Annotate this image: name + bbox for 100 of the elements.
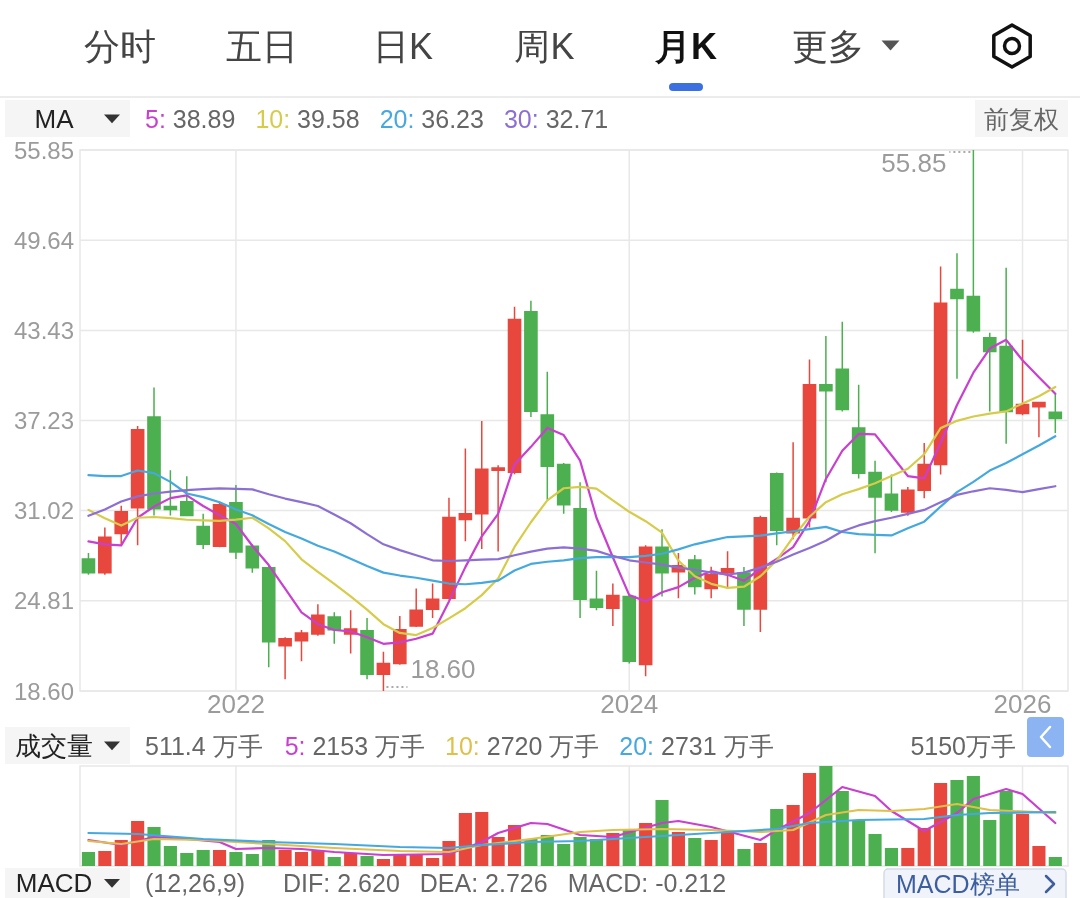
candlestick bbox=[147, 386, 161, 517]
text: MACD bbox=[15, 868, 93, 898]
x-tick-label: 2026 bbox=[993, 689, 1052, 719]
text: 5150万手 bbox=[910, 731, 1016, 760]
text: 20: 36.23 bbox=[379, 104, 484, 133]
candlestick bbox=[245, 543, 260, 574]
candlestick bbox=[294, 629, 309, 663]
bar bbox=[458, 813, 472, 866]
candlestick bbox=[606, 582, 620, 627]
text: 511.4 万手 bbox=[145, 731, 263, 760]
text: DIF: 2.620 bbox=[283, 869, 400, 897]
legend-title: 成交量 bbox=[15, 730, 93, 761]
y-tick-label: 55.85 bbox=[13, 136, 74, 164]
bar bbox=[278, 850, 292, 866]
candlestick bbox=[966, 149, 981, 334]
candlestick bbox=[835, 320, 850, 413]
annotation: 55.85 bbox=[881, 148, 947, 178]
bar bbox=[770, 809, 784, 866]
bar bbox=[704, 840, 718, 866]
candlestick bbox=[901, 486, 915, 517]
candlestick bbox=[409, 587, 424, 628]
candlestick bbox=[163, 469, 178, 517]
bar bbox=[934, 783, 948, 866]
candlestick bbox=[507, 305, 522, 475]
bar bbox=[966, 776, 980, 866]
line-series bbox=[87, 385, 1057, 637]
candlestick bbox=[868, 459, 882, 554]
bar bbox=[393, 855, 407, 866]
candlestick bbox=[360, 617, 374, 680]
text: 20: 2731 万手 bbox=[619, 731, 774, 760]
bar bbox=[819, 766, 833, 866]
candlestick bbox=[622, 594, 637, 665]
bar bbox=[196, 850, 210, 866]
bar bbox=[671, 832, 685, 866]
bar bbox=[688, 838, 702, 866]
bar bbox=[721, 833, 735, 866]
text: 5: 38.89 bbox=[145, 104, 236, 133]
bar bbox=[344, 853, 358, 866]
candlestick bbox=[130, 425, 145, 546]
candlestick bbox=[1015, 339, 1030, 417]
text: MACD榜单 bbox=[896, 870, 1020, 898]
bar bbox=[180, 853, 194, 866]
bar bbox=[884, 848, 898, 866]
y-tick-label: 49.64 bbox=[13, 226, 74, 254]
bar bbox=[901, 848, 915, 866]
candlestick bbox=[196, 512, 210, 550]
bar bbox=[917, 828, 931, 866]
candlestick bbox=[179, 475, 194, 517]
bar bbox=[802, 773, 817, 866]
bar bbox=[557, 844, 571, 866]
y-tick-label: 37.23 bbox=[13, 406, 74, 434]
text: DEA: 2.726 bbox=[419, 869, 548, 897]
text: 30: 32.71 bbox=[503, 104, 609, 133]
text: 五日 bbox=[225, 25, 298, 67]
bar bbox=[1048, 857, 1062, 866]
line-series bbox=[87, 485, 1057, 576]
bar bbox=[737, 849, 751, 866]
candlestick bbox=[950, 252, 964, 380]
text: (12,26,9) bbox=[145, 869, 246, 897]
text: 前复权 bbox=[984, 104, 1059, 133]
bar bbox=[327, 857, 341, 866]
candlestick bbox=[278, 636, 292, 680]
line-series bbox=[87, 338, 1057, 645]
candlestick bbox=[786, 441, 800, 541]
candlestick bbox=[982, 331, 997, 413]
candlestick bbox=[540, 371, 555, 501]
x-tick-label: 2022 bbox=[207, 689, 265, 719]
candlestick bbox=[425, 582, 440, 619]
bar bbox=[229, 852, 243, 866]
text: 更多 bbox=[791, 25, 864, 67]
bar bbox=[294, 852, 309, 866]
y-tick-label: 24.81 bbox=[13, 587, 74, 615]
candlestick bbox=[442, 497, 456, 601]
candlestick bbox=[81, 552, 96, 576]
bar bbox=[311, 851, 325, 866]
candlestick bbox=[376, 650, 391, 692]
candlestick bbox=[474, 420, 489, 550]
candlestick bbox=[524, 300, 538, 418]
candlestick bbox=[589, 570, 604, 611]
bar bbox=[950, 780, 964, 866]
bar bbox=[999, 791, 1013, 866]
y-tick-label: 43.43 bbox=[13, 316, 74, 344]
candlestick bbox=[851, 383, 866, 480]
candlestick bbox=[556, 462, 571, 515]
bar bbox=[655, 800, 669, 866]
text: 5: 2153 万手 bbox=[284, 731, 426, 760]
bar bbox=[983, 820, 997, 866]
candlestick bbox=[573, 481, 587, 619]
text: 月K bbox=[654, 25, 717, 67]
y-tick-label: 18.60 bbox=[13, 677, 74, 705]
candlestick bbox=[458, 447, 473, 543]
candlestick bbox=[933, 265, 948, 476]
bar bbox=[163, 846, 177, 866]
bar bbox=[376, 859, 390, 866]
bar bbox=[475, 812, 489, 866]
bar bbox=[835, 791, 849, 866]
bar bbox=[245, 854, 259, 866]
y-tick-label: 31.02 bbox=[13, 497, 74, 525]
bar bbox=[213, 850, 227, 866]
bar bbox=[81, 852, 96, 866]
